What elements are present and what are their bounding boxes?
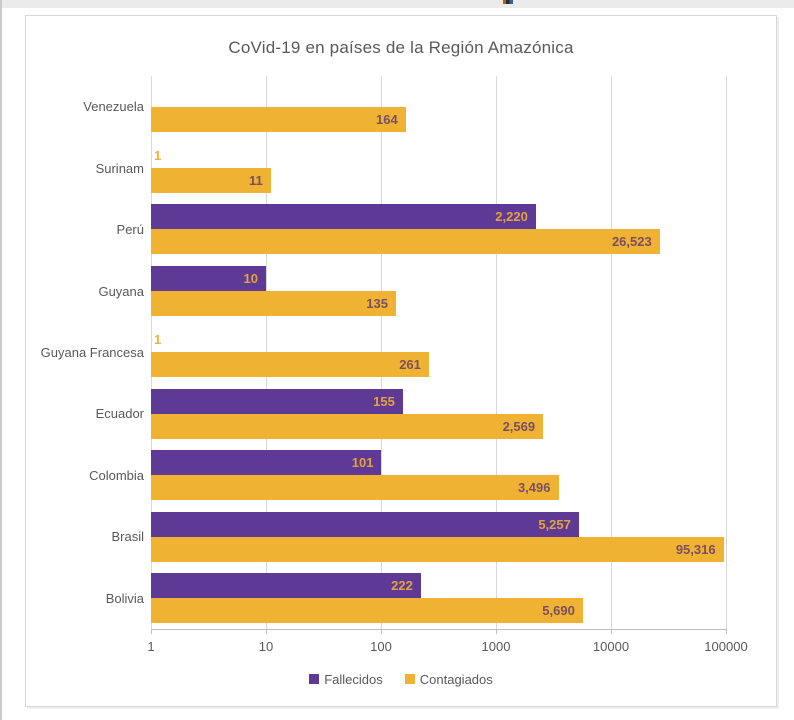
x-axis-tick xyxy=(266,629,267,634)
bar-value-label: 11 xyxy=(249,172,263,188)
bar-value-label-outside: 1 xyxy=(154,147,162,163)
bar-value-label: 5,690 xyxy=(542,603,575,619)
bar-contagiados: 135 xyxy=(151,290,396,316)
x-axis-tick xyxy=(381,629,382,634)
bar-value-label: 2,569 xyxy=(502,418,536,434)
chart-frame: CoVid-19 en países de la Región Amazónic… xyxy=(25,15,777,707)
category-label: Guyana xyxy=(98,283,144,299)
gridline xyxy=(611,76,612,629)
legend-label: Fallecidos xyxy=(324,671,383,687)
window-left-edge xyxy=(0,0,2,720)
x-tick-label: 10 xyxy=(258,639,274,654)
bar-contagiados: 261 xyxy=(151,352,429,378)
bar-contagiados: 95,316 xyxy=(151,536,724,562)
category-label: Colombia xyxy=(89,467,144,483)
x-axis-tick xyxy=(496,629,497,634)
bar-contagiados: 2,569 xyxy=(151,413,544,439)
toolbar-fragment-icon xyxy=(503,0,513,4)
bar-contagiados: 26,523 xyxy=(151,229,660,255)
category-label: Ecuador xyxy=(95,406,144,422)
bar-value-label: 164 xyxy=(376,111,398,127)
bar-fallecidos: 2,220 xyxy=(151,204,536,230)
gridline xyxy=(726,76,727,629)
legend-label: Contagiados xyxy=(419,671,493,687)
x-axis-tick xyxy=(611,629,612,634)
x-axis-tick xyxy=(726,629,727,634)
legend-swatch-icon xyxy=(404,674,415,684)
bar-fallecidos: 5,257 xyxy=(151,511,579,537)
bar-value-label: 222 xyxy=(391,578,413,594)
bar-fallecidos: 222 xyxy=(151,573,421,599)
bar-value-label: 26,523 xyxy=(611,234,652,250)
bar-fallecidos: 101 xyxy=(151,450,382,476)
bar-value-label: 95,316 xyxy=(675,541,716,557)
legend-item: Contagiados xyxy=(404,671,493,687)
bar-value-label: 101 xyxy=(351,455,374,471)
bar-value-label: 261 xyxy=(399,357,421,373)
x-tick-label: 10000 xyxy=(592,639,630,654)
bar-contagiados: 164 xyxy=(151,106,406,132)
legend-swatch-icon xyxy=(309,674,320,684)
bar-value-label: 2,220 xyxy=(495,209,528,225)
legend: Fallecidos Contagiados xyxy=(26,669,776,689)
x-tick-label: 100000 xyxy=(704,639,748,654)
top-strip xyxy=(0,0,794,8)
bar-contagiados: 3,496 xyxy=(151,475,559,501)
bar-value-label-outside: 1 xyxy=(154,332,162,348)
bar-value-label: 10 xyxy=(243,270,258,286)
category-label: Bolivia xyxy=(105,590,144,606)
bar-value-label: 155 xyxy=(373,393,395,409)
category-label: Brasil xyxy=(111,529,144,545)
legend-item: Fallecidos xyxy=(309,672,383,687)
category-label: Perú xyxy=(116,222,144,238)
bar-value-label: 135 xyxy=(366,295,388,311)
bar-value-label: 5,257 xyxy=(538,516,571,532)
x-tick-label: 1 xyxy=(147,639,155,654)
category-label: Venezuela xyxy=(83,99,144,115)
category-label: Guyana Francesa xyxy=(40,344,144,360)
category-label: Surinam xyxy=(95,160,144,176)
bar-contagiados: 5,690 xyxy=(151,598,583,624)
bar-fallecidos: 155 xyxy=(151,388,403,414)
gridline xyxy=(496,76,497,629)
x-axis-tick xyxy=(151,629,152,634)
x-axis-line xyxy=(151,629,726,630)
bar-fallecidos: 10 xyxy=(151,265,266,291)
bar-value-label: 3,496 xyxy=(517,480,551,496)
bar-contagiados: 11 xyxy=(151,167,271,193)
x-tick-label: 1000 xyxy=(481,639,511,654)
x-tick-label: 100 xyxy=(370,639,392,654)
chart-title: CoVid-19 en países de la Región Amazónic… xyxy=(228,38,574,57)
